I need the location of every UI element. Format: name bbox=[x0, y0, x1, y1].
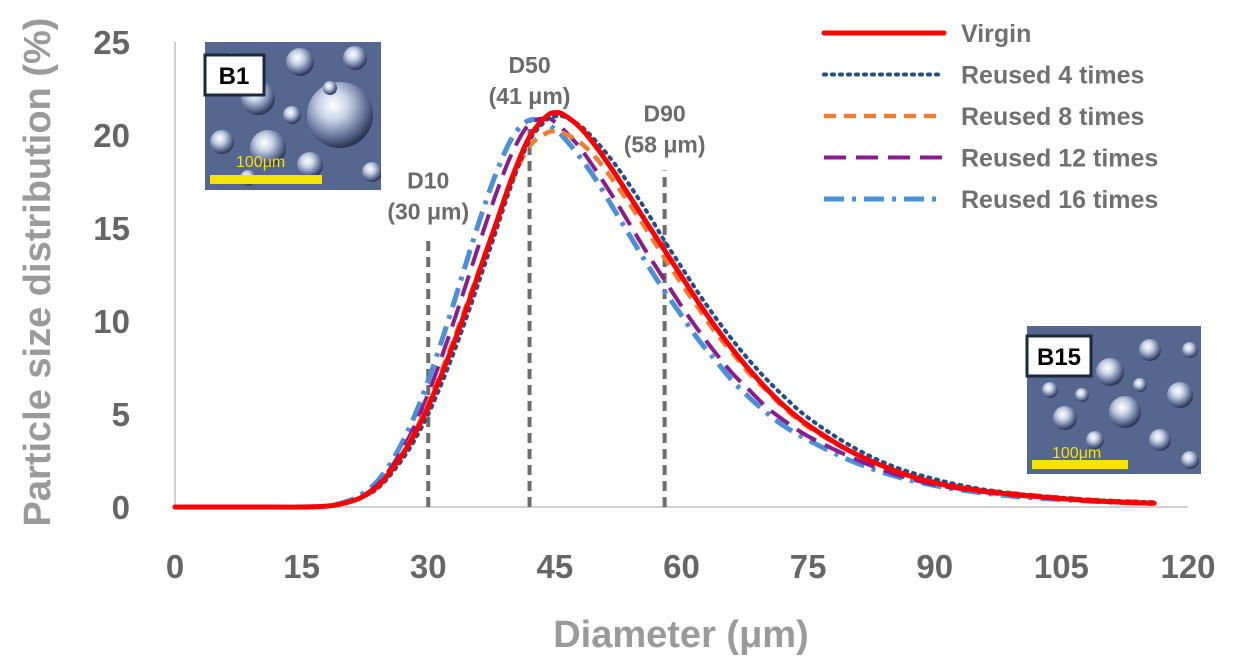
x-tick-label: 90 bbox=[916, 548, 953, 585]
x-tick-label: 60 bbox=[663, 548, 700, 585]
y-tick-label: 25 bbox=[93, 24, 130, 61]
x-tick-label: 105 bbox=[1034, 548, 1089, 585]
y-axis-title: Particle size distribution (%) bbox=[17, 18, 59, 527]
micrograph-b1-scale-label: 100μm bbox=[236, 154, 285, 171]
micrograph-b15-badge bbox=[1025, 334, 1093, 378]
x-tick-label: 45 bbox=[537, 548, 574, 585]
micrograph-b15-badge-label: B15 bbox=[1037, 344, 1081, 371]
reference-line-label: D90 bbox=[644, 100, 686, 126]
series-line bbox=[172, 110, 1157, 510]
micrograph-b1-particles bbox=[210, 46, 381, 186]
x-tick-label: 75 bbox=[790, 548, 827, 585]
y-tick-labels: 0 5 10 15 20 25 bbox=[93, 24, 130, 526]
x-axis-title: Diameter (μm) bbox=[553, 614, 809, 656]
legend-label: Reused 16 times bbox=[961, 186, 1158, 214]
data-series bbox=[172, 110, 1157, 510]
x-tick-labels: 0 15 30 45 60 75 90 105 120 bbox=[166, 548, 1216, 585]
legend-label: Reused 12 times bbox=[961, 145, 1158, 173]
reference-line-label: D50 bbox=[508, 52, 550, 78]
micrograph-b1-badge-label: B1 bbox=[219, 63, 250, 90]
x-tick-label: 0 bbox=[166, 548, 184, 585]
micrograph-b1-scale-bar bbox=[210, 175, 322, 184]
x-tick-label: 15 bbox=[283, 548, 320, 585]
reference-line-value: (30 μm) bbox=[387, 198, 469, 224]
plot-axes bbox=[174, 42, 1188, 508]
legend: Virgin Reused 4 times Reused 8 times Reused… bbox=[821, 20, 1158, 214]
reference-line-label: D10 bbox=[407, 167, 449, 193]
legend-label: Reused 8 times bbox=[961, 103, 1144, 131]
y-tick-label: 20 bbox=[93, 117, 130, 154]
reference-line-value: (41 μm) bbox=[489, 83, 571, 109]
reference-lines: D10 (30 μm) D50 (41 μm) D90 (58 μm) bbox=[387, 52, 706, 507]
x-tick-label: 30 bbox=[410, 548, 447, 585]
legend-label: Virgin bbox=[961, 20, 1031, 48]
series-line bbox=[174, 117, 1155, 510]
micrograph-b1-badge bbox=[203, 53, 266, 97]
y-tick-label: 0 bbox=[112, 489, 130, 526]
x-tick-label: 120 bbox=[1160, 548, 1215, 585]
y-tick-label: 5 bbox=[112, 396, 130, 433]
reference-line-value: (58 μm) bbox=[624, 131, 706, 157]
micrograph-b15-scale-label: 100μm bbox=[1052, 445, 1101, 462]
micrograph-b15-scale-bar bbox=[1032, 460, 1128, 469]
legend-label: Reused 4 times bbox=[961, 62, 1144, 90]
y-tick-label: 10 bbox=[93, 303, 130, 340]
inset-micrograph-b15: 100μm B15 bbox=[1025, 326, 1201, 474]
micrograph-b15-particles bbox=[1042, 339, 1199, 469]
y-tick-label: 15 bbox=[93, 210, 130, 247]
inset-micrograph-b1: 100μm B1 bbox=[203, 42, 381, 190]
